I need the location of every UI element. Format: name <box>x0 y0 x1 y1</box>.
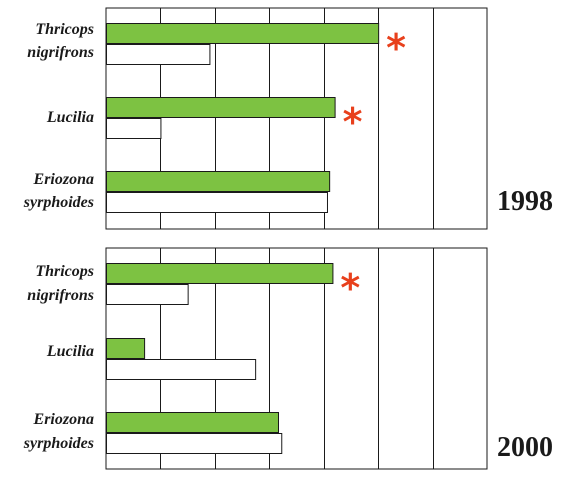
year-label-2000: 2000 <box>497 432 553 463</box>
significance-star-1998-thricops: * <box>386 26 406 70</box>
bar-1998-thricops-nigrifrons-series2 <box>106 44 211 65</box>
bar-2000-thricops-nigrifrons-series2 <box>106 284 189 305</box>
bar-2000-eriozona-syrphoides-series2 <box>106 433 283 454</box>
panel-frame-2000 <box>105 247 488 470</box>
category-label-2000-eriozona: Eriozona <box>33 411 94 428</box>
category-label-2000-lucilia: Lucilia <box>46 343 94 360</box>
category-label-1998-lucilia: Lucilia <box>46 109 94 126</box>
category-label-1998-nigrifrons: nigrifrons <box>27 44 94 61</box>
bar-2000-thricops-nigrifrons-series1 <box>106 263 334 284</box>
bar-1998-thricops-nigrifrons-series1 <box>106 23 380 44</box>
bar-1998-eriozona-syrphoides-series2 <box>106 192 328 213</box>
category-label-1998-syrphoides: syrphoides <box>23 194 94 211</box>
significance-star-1998-lucilia: * <box>343 100 363 144</box>
bar-2000-eriozona-syrphoides-series1 <box>106 412 279 433</box>
category-label-2000-syrphoides: syrphoides <box>23 435 94 452</box>
bar-1998-lucilia-series1 <box>106 97 336 118</box>
category-label-2000-thricops: Thricops <box>35 263 94 280</box>
year-label-1998: 1998 <box>497 186 553 217</box>
bar-2000-lucilia-series1 <box>106 338 146 359</box>
category-label-1998-eriozona: Eriozona <box>33 171 94 188</box>
bar-2000-lucilia-series2 <box>106 359 257 380</box>
bar-1998-lucilia-series2 <box>106 118 162 139</box>
bar-1998-eriozona-syrphoides-series1 <box>106 171 331 192</box>
category-label-2000-nigrifrons: nigrifrons <box>27 287 94 304</box>
significance-star-2000-thricops: * <box>340 266 360 310</box>
category-label-1998-thricops: Thricops <box>35 21 94 38</box>
